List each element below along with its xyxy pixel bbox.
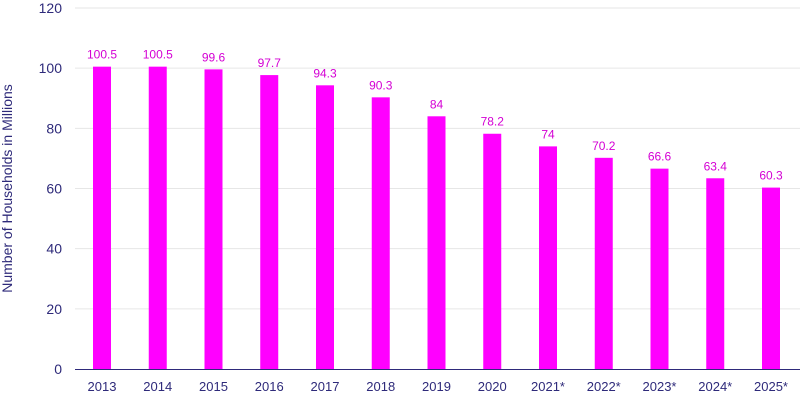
x-tick-label: 2018 — [366, 379, 395, 394]
bar — [762, 187, 780, 369]
bar — [316, 85, 334, 370]
x-tick-label: 2022* — [587, 379, 621, 394]
bar — [371, 97, 390, 369]
x-tick-label: 2023* — [643, 379, 677, 394]
bar-value-label: 63.4 — [704, 159, 728, 173]
x-axis-ticks: 2013 2014 2015 2016 2017 2018 2019 2020 2021* 202… — [88, 379, 788, 394]
y-tick-label: 0 — [54, 361, 62, 377]
y-tick-label: 60 — [46, 181, 62, 197]
bar — [539, 146, 557, 369]
x-tick-label: 2016 — [255, 379, 284, 394]
bar — [260, 75, 279, 370]
bar-value-label: 78.2 — [481, 115, 505, 129]
bar — [594, 157, 613, 369]
bar-value-label: 90.3 — [369, 78, 393, 92]
bar — [204, 69, 223, 370]
bars — [93, 66, 780, 370]
bar-value-label: 70.2 — [592, 139, 616, 153]
bar-value-label: 84 — [430, 97, 444, 111]
y-axis-ticks: 0 20 40 60 80 100 120 — [39, 0, 63, 377]
bar-value-label: 94.3 — [313, 66, 337, 80]
y-axis-label: Number of Households in Millions — [0, 84, 15, 293]
x-tick-label: 2013 — [88, 379, 117, 394]
bar — [706, 178, 725, 369]
x-tick-label: 2015 — [199, 379, 228, 394]
x-tick-label: 2021* — [531, 379, 565, 394]
bar — [483, 133, 502, 369]
value-labels: 100.5 100.5 99.6 97.7 94.3 90.3 84 78.2 74 70.2 66… — [87, 48, 783, 183]
y-tick-label: 40 — [46, 241, 62, 257]
bar-value-label: 74 — [541, 127, 555, 141]
bar-value-label: 60.3 — [759, 169, 783, 183]
x-tick-label: 2014 — [143, 379, 172, 394]
bar — [427, 116, 446, 369]
y-tick-label: 80 — [46, 120, 62, 136]
y-tick-label: 20 — [46, 301, 62, 317]
x-tick-label: 2019 — [422, 379, 451, 394]
bar — [148, 66, 167, 369]
bar — [93, 66, 111, 369]
bar — [650, 168, 669, 369]
bar-value-label: 99.6 — [202, 50, 226, 64]
x-tick-label: 2024* — [698, 379, 732, 394]
bar-value-label: 66.6 — [648, 150, 672, 164]
y-tick-label: 100 — [39, 60, 63, 76]
y-tick-label: 120 — [39, 0, 63, 16]
x-tick-label: 2025* — [754, 379, 788, 394]
bar-value-label: 100.5 — [143, 48, 173, 62]
x-tick-label: 2020 — [478, 379, 507, 394]
x-tick-label: 2017 — [311, 379, 340, 394]
bar-value-label: 97.7 — [258, 56, 282, 70]
bar-value-label: 100.5 — [87, 48, 117, 62]
